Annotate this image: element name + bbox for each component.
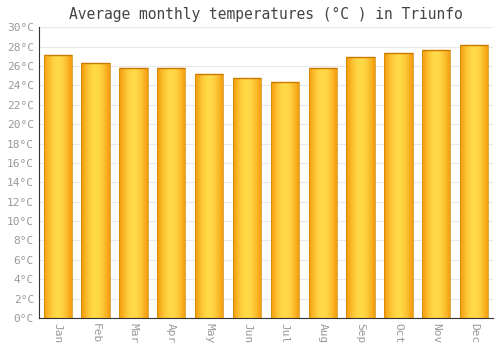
Title: Average monthly temperatures (°C ) in Triunfo: Average monthly temperatures (°C ) in Tr… <box>69 7 463 22</box>
